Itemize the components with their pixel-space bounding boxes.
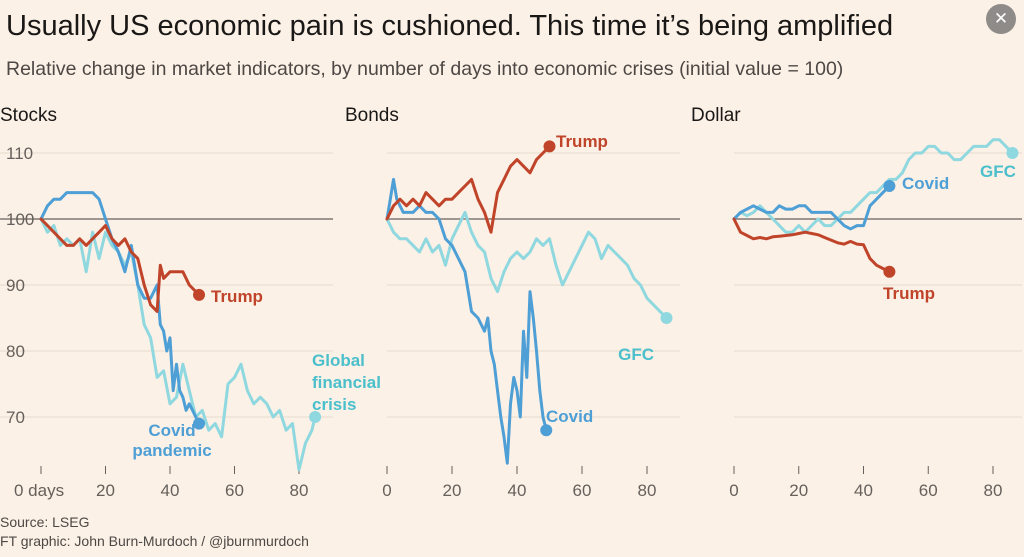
series-label-trump: Trump [883, 284, 935, 303]
series-label-gfc: financial [312, 373, 381, 392]
series-line-covid [39, 191, 201, 426]
source-note: Source: LSEG [0, 514, 90, 530]
y-tick-label: 70 [6, 408, 25, 427]
series-label-trump: Trump [556, 132, 608, 151]
x-tick-label: 0 [729, 481, 738, 500]
x-tick-label: 60 [573, 481, 592, 500]
series-endpoint-trump [543, 140, 556, 153]
y-tick-label: 80 [6, 342, 25, 361]
series-line-gfc [732, 138, 1014, 234]
x-tick-label: 40 [854, 481, 873, 500]
graphic-credit: FT graphic: John Burn-Murdoch / @jburnmu… [0, 533, 309, 549]
series-endpoint-gfc [1006, 147, 1019, 159]
x-tick-label: 40 [161, 481, 180, 500]
panel-title: Stocks [0, 105, 57, 126]
series-line-covid [385, 177, 548, 465]
series-label-gfc: Global [312, 351, 365, 370]
y-tick-label: 90 [6, 276, 25, 295]
x-tick-label: 60 [225, 481, 244, 500]
series-endpoint-trump [883, 265, 896, 278]
series-label-covid: Covid [546, 407, 593, 426]
series-line-trump [732, 217, 891, 274]
x-tick-label: 40 [508, 481, 527, 500]
series-label-gfc: GFC [618, 345, 654, 364]
series-label-covid: Covid [148, 421, 195, 440]
series-endpoint-gfc [660, 312, 673, 324]
x-tick-label: 0 days [14, 481, 64, 500]
series-endpoint-covid [883, 180, 896, 192]
y-tick-label: 110 [6, 144, 33, 163]
x-tick-label: 20 [96, 481, 115, 500]
series-label-trump: Trump [211, 287, 263, 306]
series-label-gfc: crisis [312, 395, 356, 414]
series-label-covid: pandemic [132, 441, 211, 460]
panel-title: Dollar [691, 105, 741, 126]
series-line-covid [732, 184, 891, 231]
series-endpoint-covid [193, 417, 206, 430]
x-tick-label: 20 [789, 481, 808, 500]
series-line-trump [385, 144, 551, 234]
series-line-gfc [385, 210, 668, 320]
x-tick-label: 80 [290, 481, 309, 500]
x-tick-label: 80 [638, 481, 657, 500]
series-line-trump [39, 217, 201, 313]
x-tick-label: 80 [984, 481, 1003, 500]
x-tick-label: 60 [919, 481, 938, 500]
close-icon[interactable]: ✕ [986, 4, 1016, 34]
chart-panel-bonds: Bonds 0 20 40 60 80 GFC Covid Trump [345, 105, 680, 500]
series-endpoint-gfc [309, 411, 322, 423]
series-label-covid: Covid [902, 174, 949, 193]
series-endpoint-trump [193, 288, 206, 301]
series-endpoint-covid [540, 424, 553, 437]
series-label-gfc: GFC [980, 162, 1016, 181]
x-tick-label: 20 [443, 481, 462, 500]
chart-subtitle: Relative change in market indicators, by… [6, 58, 844, 80]
chart-title: Usually US economic pain is cushioned. T… [6, 10, 894, 42]
x-tick-label: 0 [382, 481, 391, 500]
panel-title: Bonds [345, 105, 399, 126]
chart-panel-dollar: Dollar 0 20 40 60 80 GFC Covid Trump [691, 105, 1022, 500]
